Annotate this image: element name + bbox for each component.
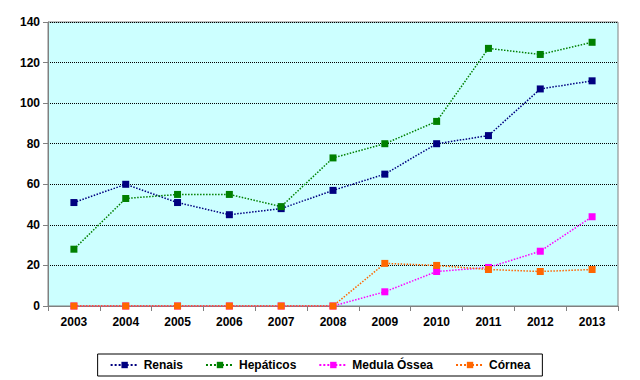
svg-text:2013: 2013 (579, 315, 606, 329)
svg-text:140: 140 (20, 15, 40, 29)
svg-text:120: 120 (20, 56, 40, 70)
svg-text:Córnea: Córnea (489, 358, 531, 372)
svg-text:Hepáticos: Hepáticos (239, 358, 297, 372)
svg-text:2012: 2012 (527, 315, 554, 329)
svg-text:2010: 2010 (423, 315, 450, 329)
svg-text:2009: 2009 (371, 315, 398, 329)
svg-text:20: 20 (27, 258, 41, 272)
svg-text:2008: 2008 (320, 315, 347, 329)
svg-text:2011: 2011 (475, 315, 501, 329)
svg-text:2003: 2003 (61, 315, 88, 329)
svg-text:Renais: Renais (144, 358, 184, 372)
svg-text:Medula Óssea: Medula Óssea (352, 357, 433, 372)
svg-text:100: 100 (20, 96, 40, 110)
svg-text:2006: 2006 (216, 315, 243, 329)
svg-text:40: 40 (27, 218, 41, 232)
svg-text:80: 80 (27, 137, 41, 151)
svg-text:60: 60 (27, 177, 41, 191)
svg-text:2005: 2005 (164, 315, 191, 329)
svg-text:0: 0 (33, 299, 40, 313)
svg-text:2007: 2007 (268, 315, 295, 329)
svg-text:2004: 2004 (112, 315, 139, 329)
